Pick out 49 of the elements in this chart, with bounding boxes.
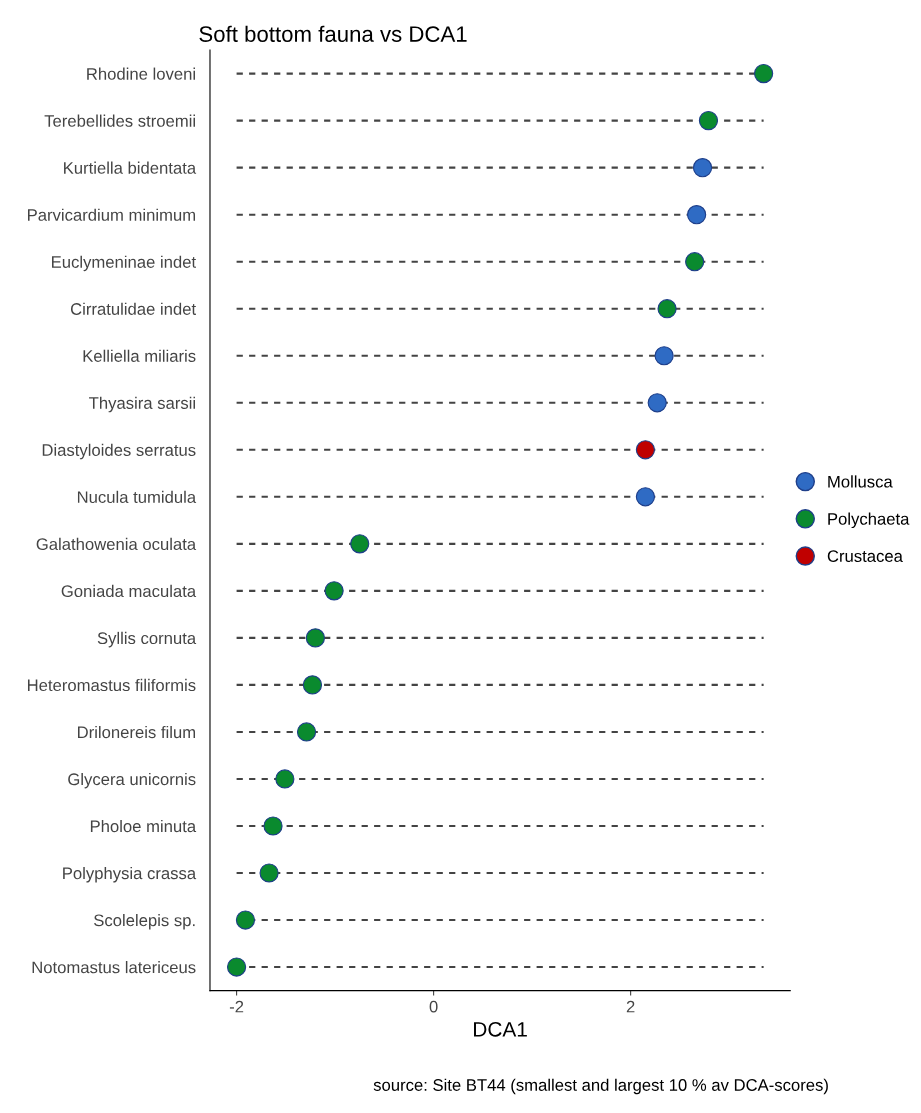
y-tick-label: Cirratulidae indet — [70, 302, 196, 315]
legend-label: Mollusca — [828, 475, 893, 488]
y-tick-label: Rhodine loveni — [87, 67, 195, 80]
point — [687, 205, 707, 225]
point — [350, 534, 370, 554]
y-tick-label: Glycera unicornis — [68, 772, 196, 789]
x-tick-label: 2 — [626, 1000, 635, 1013]
point — [324, 581, 344, 601]
x-axis-title: DCA1 — [474, 1021, 527, 1037]
point — [305, 628, 326, 648]
point — [754, 63, 774, 84]
point — [259, 863, 279, 883]
y-tick-label: Nucula tumidula — [77, 490, 197, 504]
point — [226, 957, 247, 977]
y-tick-label: Kurtiella bidentata — [64, 161, 197, 174]
point — [275, 769, 295, 789]
y-tick-label: Drilonereis filum — [78, 725, 196, 739]
y-tick-label: Kelliella miliaris — [83, 349, 196, 362]
y-tick-label: Euclymeninae indet — [52, 255, 196, 272]
point — [296, 722, 317, 742]
source-note: source: Site BT44 (smallest and largest 10 % av DCA-scores) — [373, 1078, 828, 1095]
point — [235, 910, 256, 930]
y-tick-label: Syllis cornuta — [97, 631, 197, 648]
y-tick-label: Polyphysia crassa — [63, 866, 197, 883]
point — [698, 111, 719, 131]
point — [647, 393, 667, 413]
point — [692, 158, 713, 178]
y-tick-label: Goniada maculata — [61, 584, 197, 598]
chart-title: Soft bottom fauna vs DCA1 — [199, 25, 467, 42]
y-tick-label: Notomastus latericeus — [32, 961, 196, 974]
y-tick-label: Thyasira sarsii — [89, 396, 195, 413]
y-tick-label: Diastyloides serratus — [42, 443, 196, 460]
y-tick-label: Pholoe minuta — [90, 819, 197, 833]
point — [685, 252, 705, 272]
y-tick-label: Heteromastus filiformis — [27, 678, 196, 692]
point — [302, 675, 323, 695]
legend-label: Crustacea — [827, 550, 903, 562]
y-tick-label: Parvicardium minimum — [28, 208, 196, 221]
y-tick-label: Galathowenia oculata — [36, 537, 197, 551]
point — [635, 487, 656, 507]
point — [635, 440, 656, 460]
x-tick-label: -2 — [229, 1000, 244, 1013]
y-tick-label: Terebellides stroemii — [44, 114, 195, 127]
x-tick-label: 0 — [429, 1000, 438, 1013]
point — [654, 346, 674, 366]
point — [263, 816, 283, 836]
legend-label: Polychaeta — [828, 512, 910, 529]
y-tick-label: Scolelepis sp. — [94, 913, 195, 930]
point — [657, 299, 677, 319]
